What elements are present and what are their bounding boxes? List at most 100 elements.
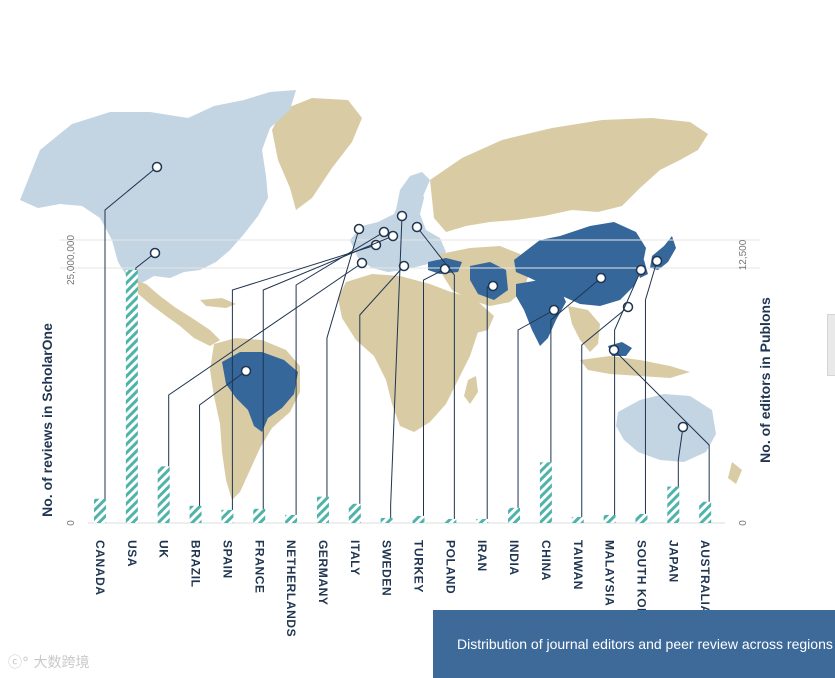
bar-turkey — [412, 515, 425, 523]
marker-india — [548, 304, 560, 316]
connector-italy — [359, 265, 405, 523]
connector-brazil — [199, 370, 247, 523]
category-label-china: CHINA — [539, 540, 553, 581]
connector-turkey — [423, 268, 446, 523]
connector-netherlands — [295, 231, 385, 523]
bar-sweden — [380, 517, 393, 523]
category-label-australia: AUSTRALIA — [698, 540, 712, 615]
map-australia — [616, 394, 716, 462]
side-tab[interactable] — [827, 314, 835, 376]
bar-germany — [316, 496, 329, 523]
left-axis-tick-0: 0 — [66, 520, 77, 526]
map-arabia — [452, 292, 494, 334]
marker-netherlands — [378, 226, 390, 238]
marker-australia — [608, 344, 620, 356]
caption-text: Distribution of journal editors and peer… — [457, 636, 833, 652]
map-north-america — [20, 90, 296, 284]
marker-canada — [151, 161, 163, 173]
marker-china — [595, 272, 607, 284]
connector-malaysia — [614, 269, 642, 523]
connector-australia — [613, 349, 710, 523]
map-china — [514, 222, 646, 306]
category-label-italy: ITALY — [348, 540, 362, 576]
right-axis-title: No. of editors in Publons — [757, 297, 773, 463]
bar-brazil — [189, 505, 202, 523]
category-label-usa: USA — [125, 540, 139, 567]
category-label-turkey: TURKEY — [412, 540, 426, 593]
bar-uk — [157, 466, 170, 523]
watermark: ⓒ° 大数跨境 — [8, 652, 89, 672]
map-madagascar — [464, 376, 478, 404]
marker-germany — [353, 223, 365, 235]
left-axis-tick-max: 25,000,000 — [66, 235, 77, 285]
category-label-malaysia: MALAYSIA — [603, 540, 617, 606]
map-caribbean — [200, 298, 236, 308]
map-central-america — [128, 278, 220, 346]
bar-japan — [667, 486, 680, 523]
connector-poland — [416, 226, 455, 523]
bar-netherlands — [285, 514, 298, 523]
map-new-zealand — [728, 462, 742, 484]
map-southeast-asia — [568, 306, 600, 352]
marker-italy — [398, 260, 410, 272]
watermark-logo-icon: ⓒ° — [8, 655, 34, 671]
world-map — [20, 90, 760, 500]
map-scandinavia — [396, 172, 430, 210]
category-label-france: FRANCE — [252, 540, 266, 594]
bars — [94, 270, 712, 523]
bar-poland — [444, 518, 457, 523]
category-label-spain: SPAIN — [220, 540, 234, 579]
map-greenland — [272, 98, 362, 210]
connector-india — [517, 309, 555, 523]
bar-china — [539, 462, 552, 523]
connector-germany — [326, 228, 360, 523]
bar-france — [253, 508, 266, 523]
category-label-iran: IRAN — [475, 540, 489, 572]
marker-iran — [487, 280, 499, 292]
map-india — [516, 280, 566, 346]
category-label-netherlands: NETHERLANDS — [284, 540, 298, 637]
category-labels: CANADA USA UK BRAZIL SPAIN FRANCE NETHERLANDS G… — [93, 540, 712, 637]
category-label-poland: POLAND — [443, 540, 457, 594]
category-label-brazil: BRAZIL — [189, 540, 203, 588]
marker-poland — [411, 221, 423, 233]
bar-spain — [221, 509, 234, 523]
marker-south-korea — [651, 255, 663, 267]
marker-uk — [356, 257, 368, 269]
marker-france — [387, 230, 399, 242]
connector-taiwan — [581, 306, 629, 523]
right-axis-tick-0: 0 — [738, 520, 749, 526]
connector-canada — [104, 166, 158, 523]
connector-lines — [104, 161, 710, 523]
category-label-germany: GERMANY — [316, 540, 330, 606]
category-label-sweden: SWEDEN — [380, 540, 394, 596]
marker-sweden — [396, 210, 408, 222]
connector-spain — [231, 244, 377, 523]
marker-usa — [149, 247, 161, 259]
bar-malaysia — [603, 514, 616, 523]
bar-india — [508, 507, 521, 523]
category-label-india: INDIA — [507, 540, 521, 576]
category-label-uk: UK — [157, 540, 171, 559]
connector-france — [262, 235, 394, 523]
map-iran — [470, 262, 508, 300]
category-label-canada: CANADA — [93, 540, 107, 596]
marker-malaysia — [635, 264, 647, 276]
marker-turkey — [439, 263, 451, 275]
map-russia — [430, 118, 708, 232]
marker-japan — [677, 421, 689, 433]
category-label-japan: JAPAN — [666, 540, 680, 583]
connector-south-korea — [644, 260, 658, 523]
map-africa — [338, 274, 478, 432]
bar-iran — [476, 518, 489, 523]
bar-australia — [699, 501, 712, 523]
bar-italy — [348, 503, 361, 523]
bar-canada — [94, 498, 106, 523]
connector-sweden — [390, 215, 403, 523]
bar-south-korea — [635, 513, 648, 523]
left-axis-title: No. of reviews in ScholarOne — [39, 323, 55, 517]
watermark-text: 大数跨境 — [33, 655, 90, 671]
bar-usa — [125, 270, 138, 523]
connector-china — [550, 277, 602, 523]
